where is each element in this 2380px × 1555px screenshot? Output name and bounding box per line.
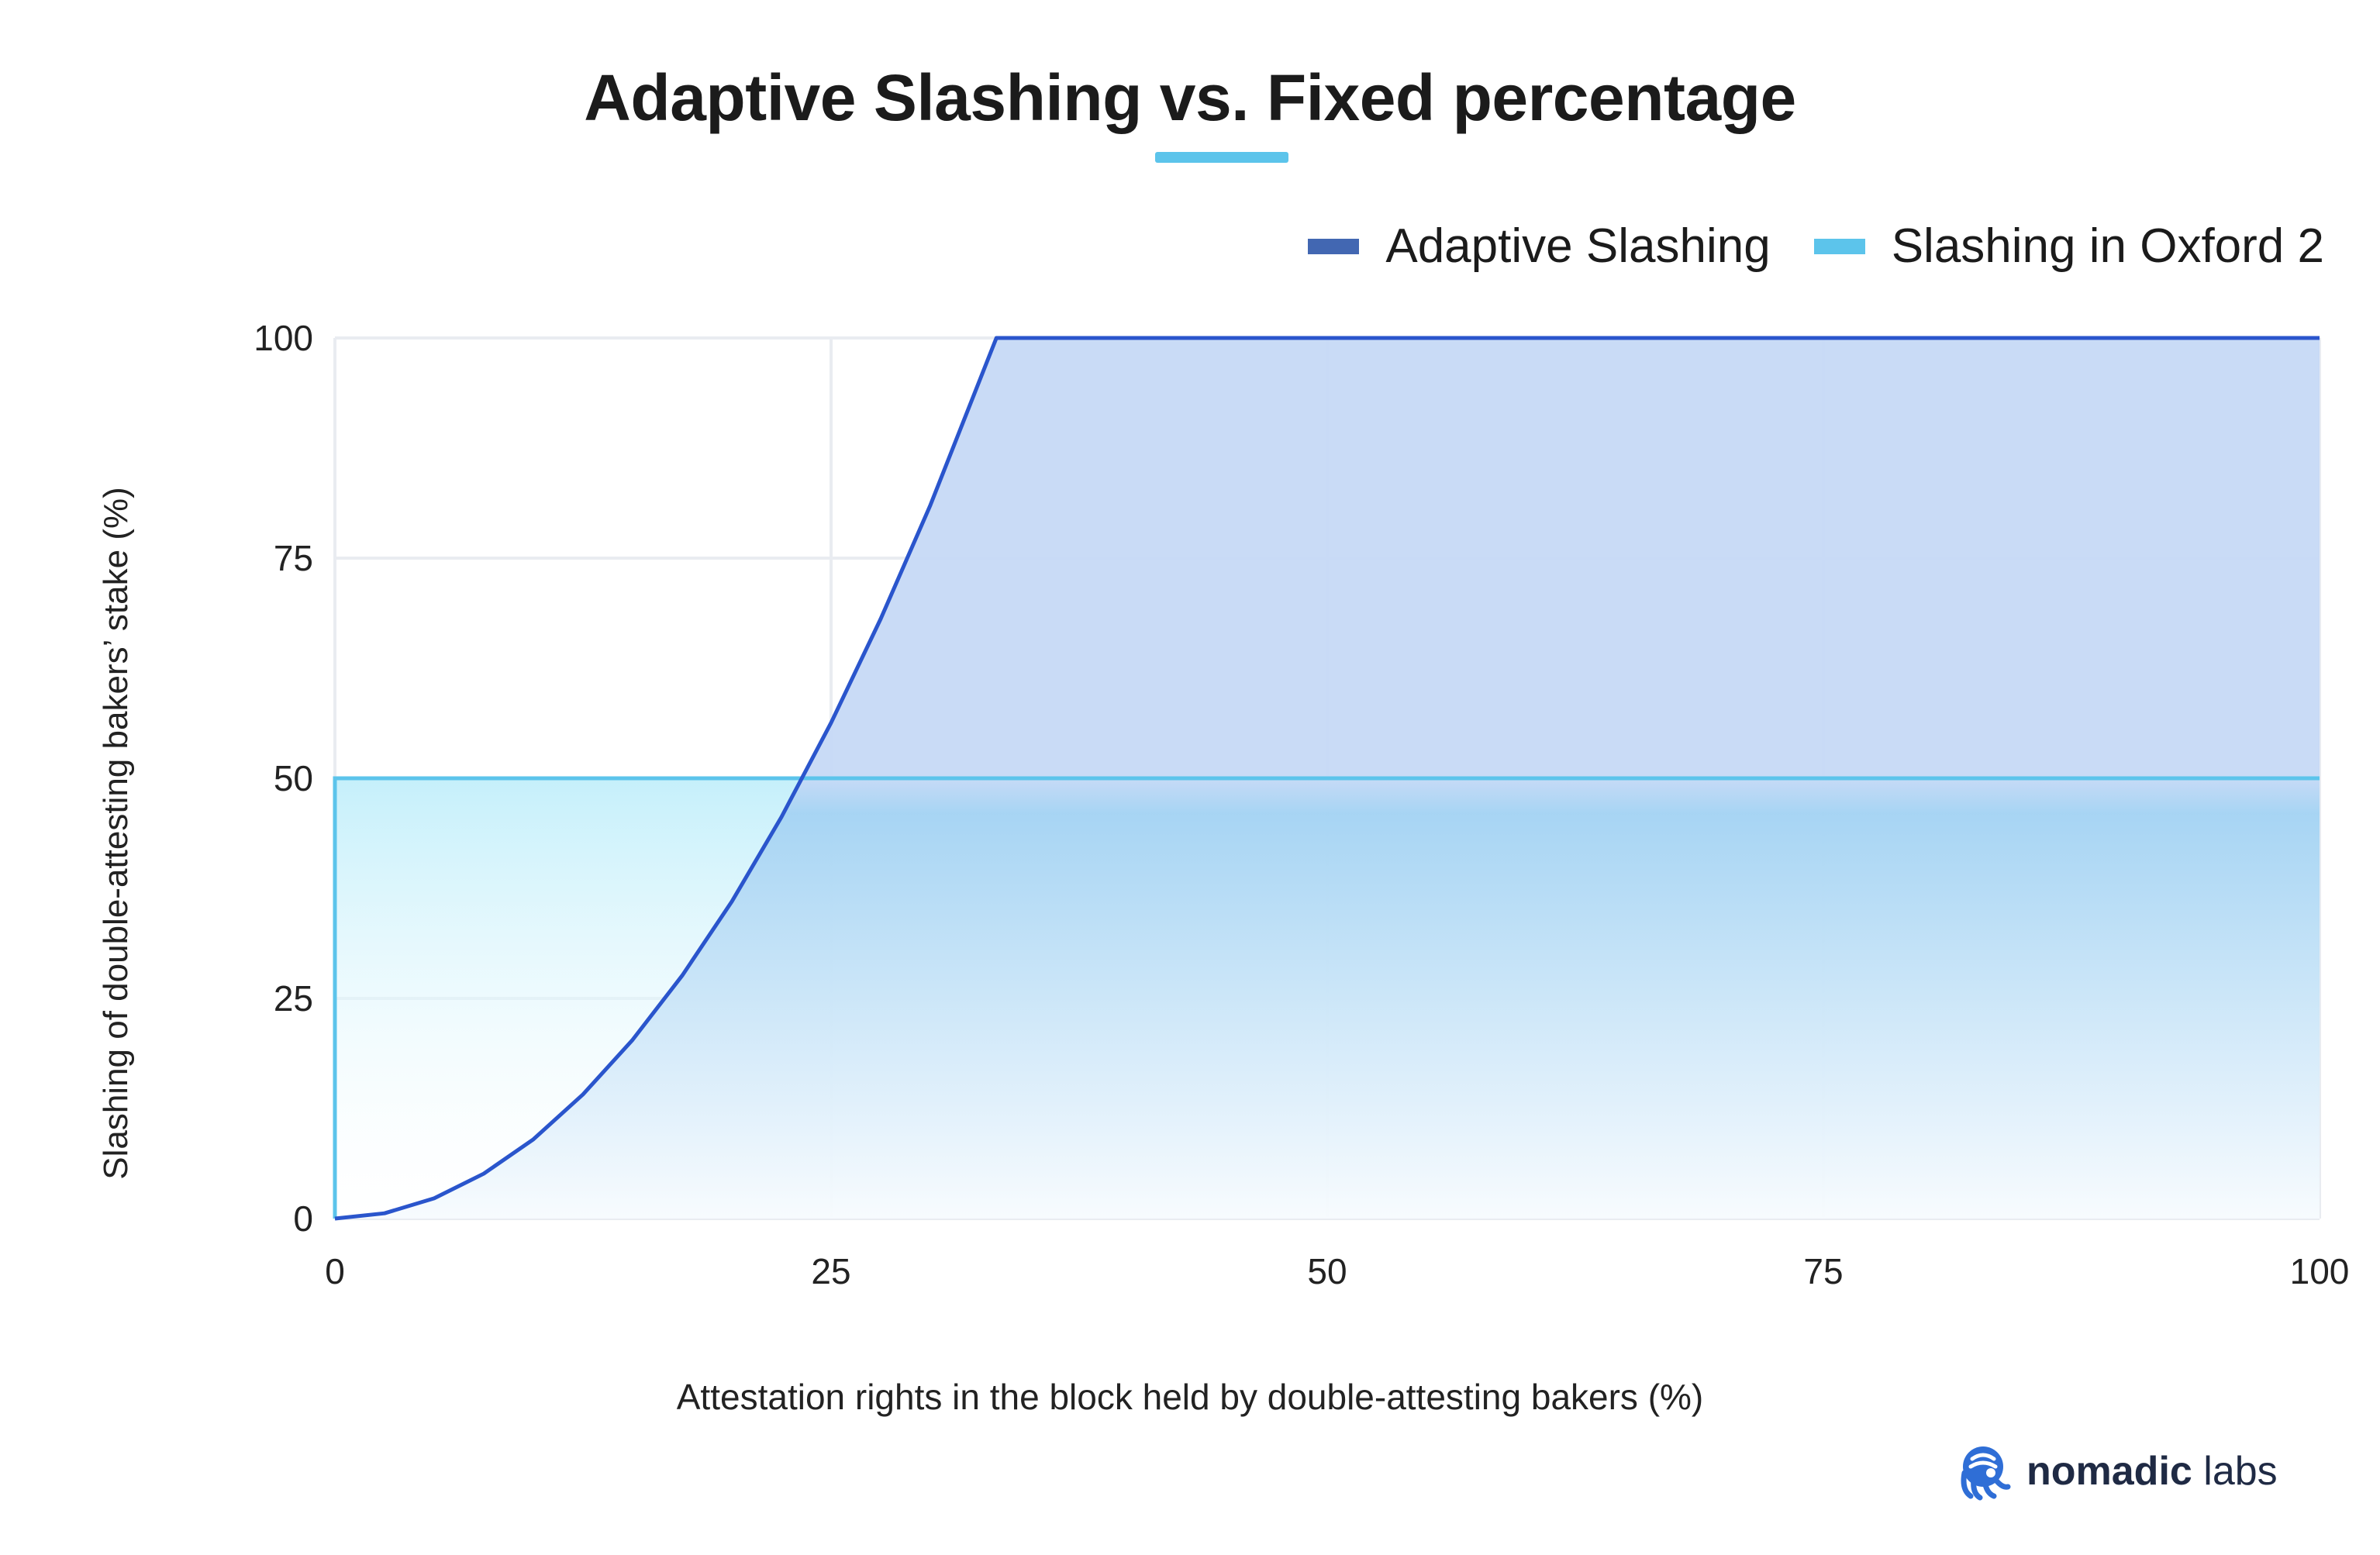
chart-title: Adaptive Slashing vs. Fixed percentage — [584, 61, 1796, 134]
brand-name-bold: nomadic — [2026, 1449, 2192, 1494]
y-tick-label-0: 0 — [293, 1198, 313, 1239]
brand-name-rest: labs — [2192, 1449, 2278, 1494]
y-tick-label-50: 50 — [274, 758, 313, 798]
x-axis-label: Attestation rights in the block held by … — [676, 1377, 1704, 1417]
title-underline — [1155, 152, 1288, 163]
y-tick-label-25: 25 — [274, 978, 313, 1019]
x-tick-label-50: 50 — [1307, 1251, 1347, 1291]
x-tick-label-75: 75 — [1803, 1251, 1843, 1291]
x-tick-label-25: 25 — [811, 1251, 850, 1291]
brand-name: nomadic labs — [2026, 1448, 2278, 1495]
x-tick-label-0: 0 — [325, 1251, 345, 1291]
x-tick-label-100: 100 — [2290, 1251, 2350, 1291]
line-adaptive-slashing — [334, 336, 2320, 1221]
octopus-icon — [1961, 1446, 2011, 1501]
line-slashing-in-oxford-2 — [333, 776, 2320, 1219]
brand-logo: nomadic labs — [1954, 1442, 2278, 1501]
y-tick-label-75: 75 — [274, 538, 313, 578]
legend-swatch-oxford — [1813, 238, 1865, 254]
legend-label-adaptive: Adaptive Slashing — [1385, 219, 1771, 273]
y-tick-label-100: 100 — [254, 318, 313, 358]
legend-label-oxford: Slashing in Oxford 2 — [1891, 219, 2324, 273]
legend-swatch-adaptive — [1308, 238, 1360, 254]
legend: Adaptive Slashing Slashing in Oxford 2 — [1264, 219, 2324, 274]
legend-item-oxford: Slashing in Oxford 2 — [1813, 219, 2324, 274]
legend-item-adaptive: Adaptive Slashing — [1308, 219, 1771, 274]
